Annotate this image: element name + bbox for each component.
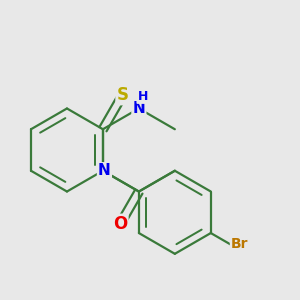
Text: N: N	[98, 163, 111, 178]
Text: S: S	[117, 86, 129, 104]
Text: Br: Br	[231, 238, 248, 251]
Text: H: H	[137, 90, 148, 103]
Text: O: O	[113, 215, 127, 233]
Text: N: N	[133, 101, 145, 116]
